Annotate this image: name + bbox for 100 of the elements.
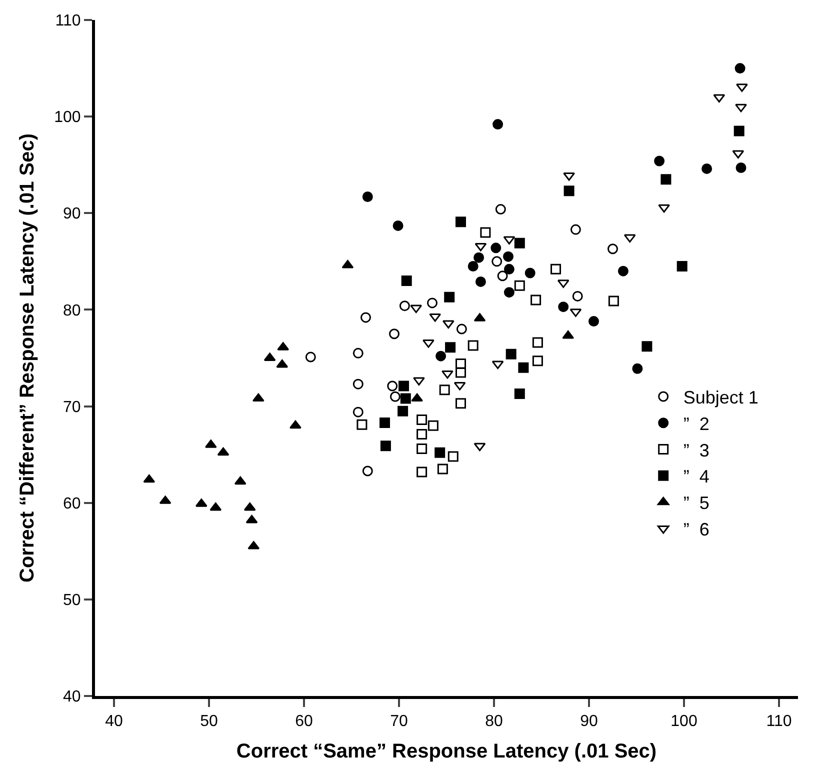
point [429,313,442,322]
point [514,280,525,291]
point [532,356,543,366]
point [428,420,438,431]
point [456,216,466,228]
legend-label: ” 3 [683,440,710,460]
point [387,380,398,392]
legend-label: ” 5 [683,493,710,514]
point [564,186,574,196]
point [654,156,665,166]
point [480,227,491,238]
x-tick-label: 70 [390,713,408,730]
y-tick-label: 40 [63,688,81,706]
point [734,63,746,74]
y-tick-label: 110 [55,12,81,30]
x-tick-label: 50 [200,713,218,730]
point [305,352,316,362]
point [468,340,478,351]
point [642,341,652,352]
point [456,367,466,378]
point [588,316,599,327]
point [618,266,628,276]
point [702,163,712,174]
point [660,174,672,185]
point [492,360,504,370]
point [380,440,391,452]
x-axis-title: Correct “Same” Response Latency (.01 Sec) [236,740,657,763]
x-tick-label: 90 [580,713,598,730]
point [362,191,373,202]
point [736,84,748,92]
point [572,290,583,302]
point [503,251,514,262]
point [608,296,619,306]
point [445,342,456,353]
point [676,261,688,272]
point [608,244,618,254]
point [474,242,487,252]
point [524,268,536,278]
point [244,502,256,511]
point [474,442,486,452]
legend-label: ” 2 [683,414,710,434]
point [143,474,156,483]
y-tick-label: 100 [54,109,81,126]
point [398,380,409,392]
point [732,150,744,159]
point [468,261,478,272]
point [456,398,466,409]
point [416,444,428,454]
point [448,451,458,462]
point [734,126,744,136]
point [735,104,747,112]
point [217,447,230,456]
point [570,224,581,235]
point [252,393,264,402]
legend-label: ” 4 [683,466,710,487]
y-tick-label: 80 [63,302,81,320]
x-tick-label: 60 [295,713,313,730]
point [456,324,467,334]
point [497,270,508,282]
point [392,220,404,231]
legend-label: ” 6 [683,520,710,540]
point [624,234,636,243]
point [352,348,364,358]
point [356,419,368,430]
x-tick-label: 110 [766,713,792,730]
point [456,358,466,370]
x-tick-label: 40 [105,713,123,730]
point [413,377,425,386]
point [658,204,670,213]
point [416,414,428,426]
point [492,119,504,130]
point [411,393,423,402]
point [492,256,502,267]
point [434,447,446,458]
point [495,204,506,215]
x-tick-label: 100 [670,713,698,730]
point [380,417,390,428]
point [389,328,400,340]
point [416,466,428,478]
point [550,264,561,274]
y-tick-label: 50 [63,592,81,610]
point [401,275,412,286]
point [427,298,438,308]
point [514,388,525,399]
point [246,514,258,524]
legend-label: Subject 1 [683,388,758,408]
point [352,378,364,390]
point [558,302,569,312]
point [422,340,434,348]
point [506,348,516,360]
point [437,464,448,474]
point [518,362,529,373]
point [398,406,408,416]
point [563,172,575,181]
point [210,502,222,511]
point [532,337,543,348]
point [360,312,371,323]
point [504,264,514,274]
point [442,370,454,379]
point [474,252,484,263]
